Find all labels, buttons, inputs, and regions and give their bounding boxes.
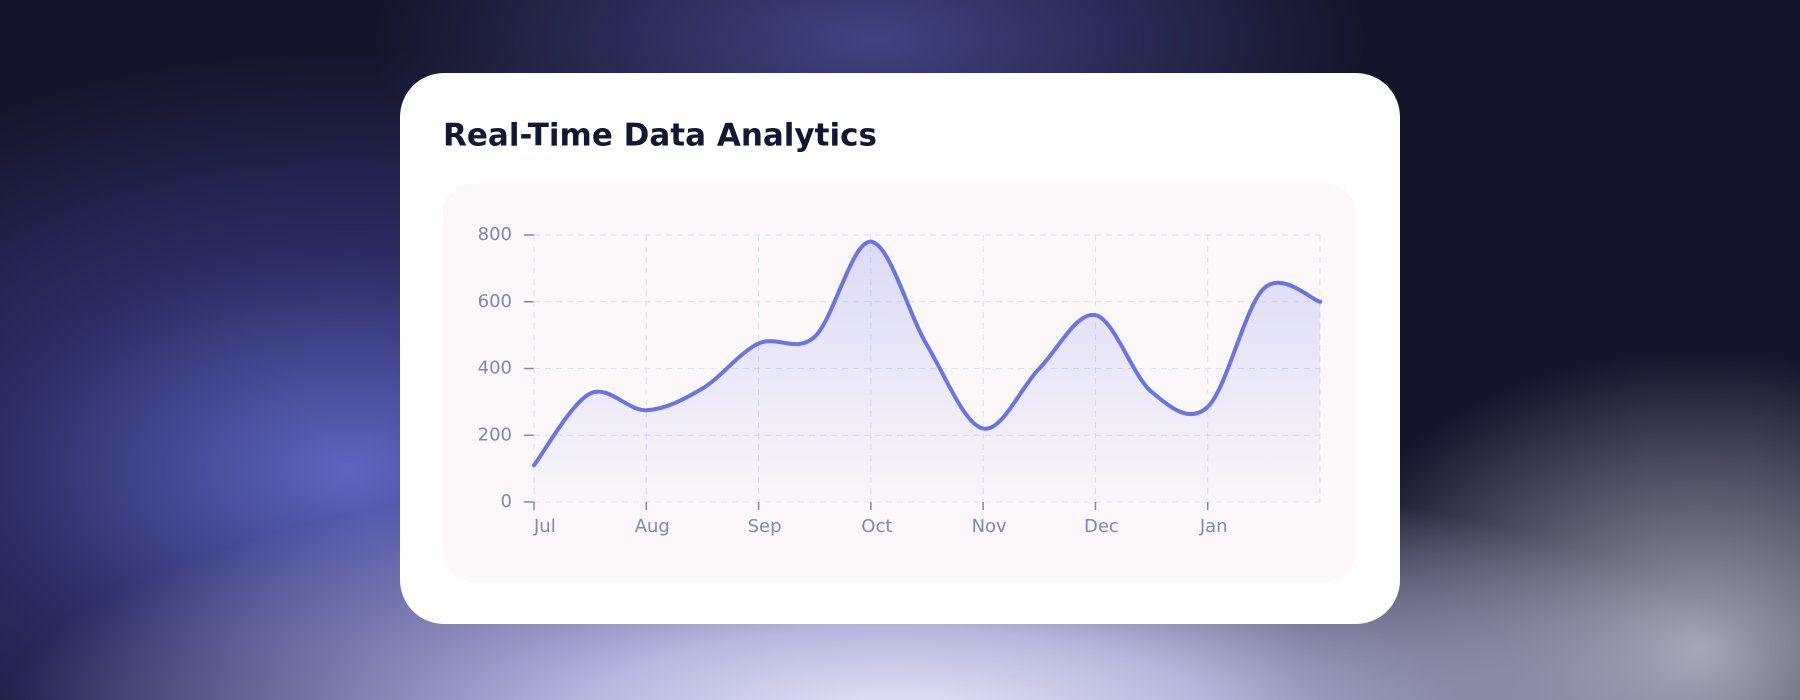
y-tick-label: 0 <box>501 491 512 512</box>
y-tick-label: 800 <box>478 224 512 245</box>
x-tick-label: Jul <box>533 516 556 537</box>
y-tick-label: 400 <box>478 358 512 379</box>
chart-title: Real-Time Data Analytics <box>443 118 877 154</box>
x-tick-label: Sep <box>748 516 782 537</box>
y-tick-label: 200 <box>478 424 512 445</box>
x-tick-label: Dec <box>1084 516 1119 537</box>
x-tick-label: Nov <box>972 516 1007 537</box>
x-tick-label: Aug <box>635 516 670 537</box>
area <box>534 241 1320 502</box>
y-tick-label: 600 <box>478 291 512 312</box>
x-tick-label: Oct <box>861 516 892 537</box>
line <box>532 239 1322 468</box>
x-tick-label: Jan <box>1199 516 1228 537</box>
